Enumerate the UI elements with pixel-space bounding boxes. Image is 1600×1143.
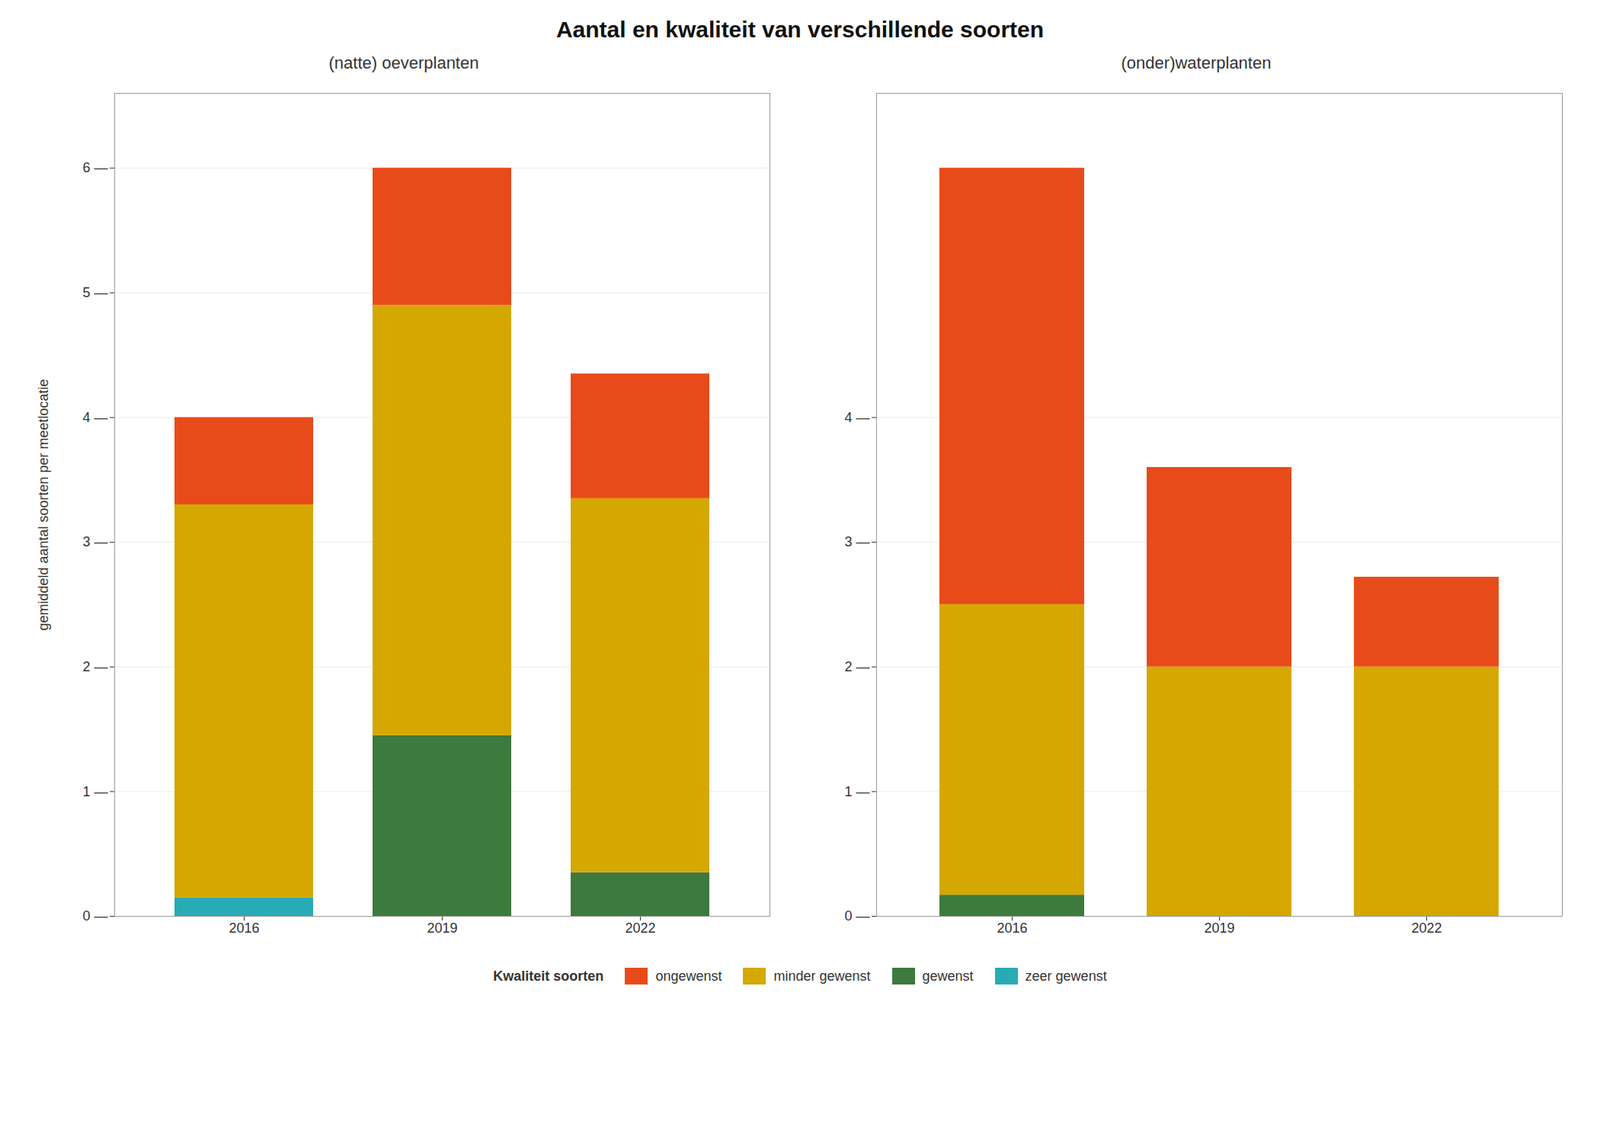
html-text:minder gewenst: minder gewenst bbox=[773, 968, 871, 984]
svg-text:2016: 2016 bbox=[996, 920, 1028, 936]
svg-text:3 —: 3 — bbox=[82, 534, 108, 550]
html-text:zeer gewenst: zeer gewenst bbox=[1025, 968, 1107, 984]
svg-text:2019: 2019 bbox=[426, 920, 458, 936]
svg-text:1 —: 1 — bbox=[82, 784, 108, 800]
svg-text:6 —: 6 — bbox=[82, 160, 108, 176]
html-text:(natte) oeverplanten: (natte) oeverplanten bbox=[328, 53, 479, 73]
svg-text:2022: 2022 bbox=[1411, 920, 1442, 936]
svg-text:4 —: 4 — bbox=[82, 409, 108, 426]
svg-text:5 —: 5 — bbox=[82, 284, 108, 301]
svg-text:2016: 2016 bbox=[228, 920, 260, 936]
html-text:(onder)waterplanten: (onder)waterplanten bbox=[1121, 53, 1272, 73]
svg-text:3 —: 3 — bbox=[844, 534, 870, 550]
html-text:ongewenst: ongewenst bbox=[655, 968, 722, 984]
html-text:Aantal en kwaliteit van versch: Aantal en kwaliteit van verschillende so… bbox=[556, 16, 1044, 42]
svg-text:2 —: 2 — bbox=[82, 659, 108, 675]
html-text:gewenst: gewenst bbox=[922, 968, 974, 984]
svg-text:2 —: 2 — bbox=[844, 659, 870, 675]
html-text:Kwaliteit soorten: Kwaliteit soorten bbox=[493, 968, 604, 984]
svg-text:2022: 2022 bbox=[624, 920, 656, 936]
svg-text:0 —: 0 — bbox=[844, 908, 870, 924]
svg-text:1 —: 1 — bbox=[844, 784, 870, 800]
svg-text:4 —: 4 — bbox=[844, 409, 870, 426]
svg-text:0 —: 0 — bbox=[82, 908, 108, 924]
svg-text:gemiddeld aantal soorten per m: gemiddeld aantal soorten per meetlocatie bbox=[35, 378, 52, 631]
svg-text:2019: 2019 bbox=[1203, 920, 1235, 936]
